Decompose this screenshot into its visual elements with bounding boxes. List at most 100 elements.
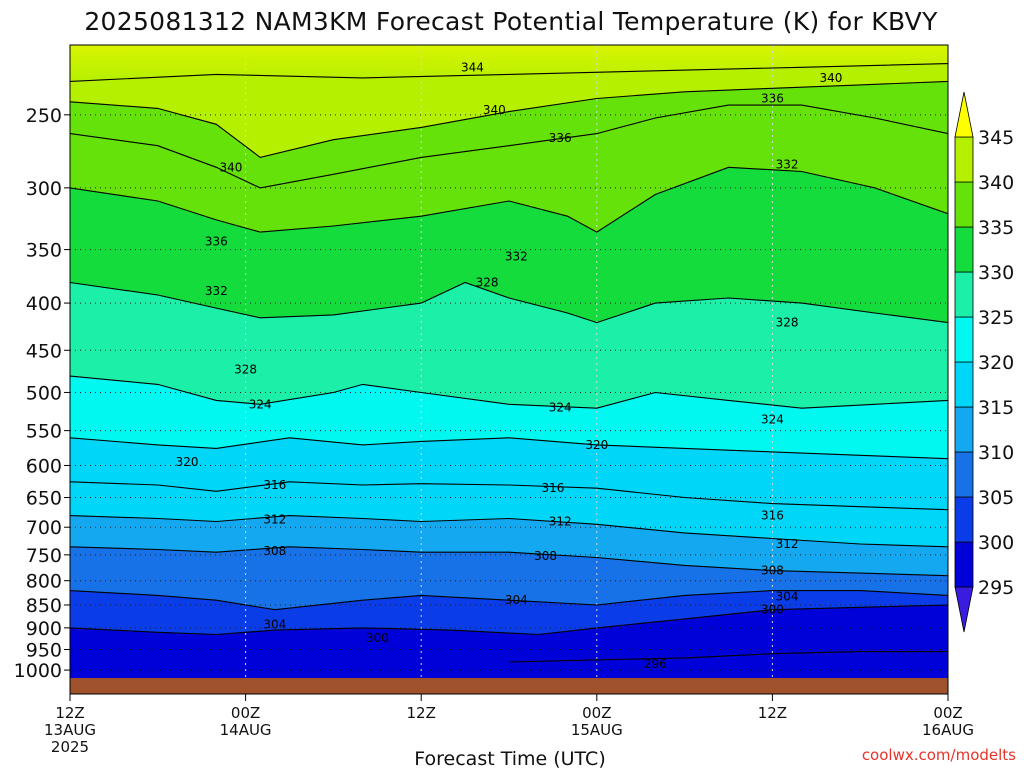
contour-label: 340 xyxy=(220,160,243,174)
contour-label: 320 xyxy=(585,438,608,452)
contour-label: 332 xyxy=(776,157,799,171)
contour-label: 328 xyxy=(476,276,499,290)
plot-frame xyxy=(69,44,949,695)
colorbar-bin xyxy=(954,316,974,363)
isentrope-316 xyxy=(70,481,948,511)
contour-label: 316 xyxy=(263,478,286,492)
colorbar-bin xyxy=(954,541,974,588)
x-tick-label: 13AUG xyxy=(44,721,96,739)
isentrope-320 xyxy=(70,437,948,460)
y-tick-label: 1000 xyxy=(14,660,62,682)
isentrope-344 xyxy=(70,63,948,82)
y-tick-label: 400 xyxy=(26,293,62,315)
y-tick-label: 800 xyxy=(26,571,62,593)
colorbar-tick-label: 335 xyxy=(978,217,1014,239)
contour-label: 296 xyxy=(644,657,667,671)
x-tick-label: 00Z xyxy=(231,704,260,722)
theta-fill-bands xyxy=(70,63,948,678)
contour-label: 336 xyxy=(761,91,784,105)
theta-band-304 xyxy=(70,590,948,635)
contour-label: 316 xyxy=(541,481,564,495)
y-tick-label: 900 xyxy=(26,618,62,640)
ground-strip xyxy=(70,678,948,694)
theta-band-312 xyxy=(70,515,948,576)
colorbar-tick-label: 320 xyxy=(978,352,1014,374)
theta-band-320 xyxy=(70,437,948,510)
contour-label: 340 xyxy=(819,71,842,85)
colorbar-tick-label: 305 xyxy=(978,487,1014,509)
contour-label: 324 xyxy=(249,397,272,411)
y-tick-label: 550 xyxy=(26,421,62,443)
x-tick-label: 14AUG xyxy=(220,721,272,739)
y-tick-label: 650 xyxy=(26,488,62,510)
contour-label: 328 xyxy=(234,362,257,376)
theta-band-328 xyxy=(70,282,948,409)
isentrope-304 xyxy=(70,590,948,611)
y-tick-label: 750 xyxy=(26,545,62,567)
x-tick-label: 12Z xyxy=(758,704,787,722)
y-axis: 2503003504004505005506006507007508008509… xyxy=(14,105,70,682)
colorbar-bin xyxy=(954,226,974,273)
y-tick-label: 850 xyxy=(26,595,62,617)
contour-label: 308 xyxy=(761,564,784,578)
contour-label: 312 xyxy=(263,513,286,527)
y-tick-label: 950 xyxy=(26,640,62,662)
colorbar-tick-label: 315 xyxy=(978,397,1014,419)
contour-labels: 344 340 336 340 336 332 340 336 332 328 332 328 328 3… xyxy=(176,60,843,671)
colorbar-tick-label: 330 xyxy=(978,262,1014,284)
colorbar-bin xyxy=(954,181,974,228)
isentrope-308 xyxy=(70,546,948,577)
x-tick-label: 12Z xyxy=(55,704,84,722)
theta-band-344 xyxy=(70,63,948,158)
y-tick-label: 250 xyxy=(26,105,62,127)
colorbar-bin xyxy=(954,451,974,498)
isentrope-296 xyxy=(508,651,948,663)
contour-label: 328 xyxy=(776,316,799,330)
isentrope-336 xyxy=(70,104,948,189)
x-tick-label: 00Z xyxy=(933,704,962,722)
colorbar-bin xyxy=(954,586,974,633)
isentropes xyxy=(70,63,948,663)
contour-label: 304 xyxy=(505,593,528,607)
theta-band-336 xyxy=(70,105,948,233)
contour-label: 316 xyxy=(761,509,784,523)
colorbar-bin xyxy=(954,136,974,183)
contour-label: 308 xyxy=(263,544,286,558)
contour-label: 304 xyxy=(263,618,286,632)
y-tick-label: 600 xyxy=(26,455,62,477)
colorbar-tick-label: 345 xyxy=(978,127,1014,149)
isentrope-332 xyxy=(70,166,948,233)
contour-label: 340 xyxy=(483,103,506,117)
x-tick-label: 15AUG xyxy=(571,721,623,739)
credit-text: coolwx.com/modelts xyxy=(862,746,1016,764)
y-tick-label: 350 xyxy=(26,240,62,262)
chart-title: 2025081312 NAM3KM Forecast Potential Tem… xyxy=(84,7,938,36)
contour-label: 320 xyxy=(176,455,199,469)
contour-label: 332 xyxy=(505,249,528,263)
x-tick-label: 00Z xyxy=(582,704,611,722)
theta-band-316 xyxy=(70,481,948,547)
contour-label: 304 xyxy=(776,589,799,603)
theta-band-324 xyxy=(70,376,948,459)
colorbar: 295 300 305 310 315 320 325 330 335 340 345 xyxy=(954,91,1014,633)
colorbar-bin xyxy=(954,91,974,138)
x-tick-label: 2025 xyxy=(51,738,89,756)
isentrope-300 xyxy=(70,604,948,636)
contour-label: 300 xyxy=(366,631,389,645)
contour-label: 324 xyxy=(761,413,784,427)
contour-label: 308 xyxy=(534,549,557,563)
contour-label: 312 xyxy=(549,514,572,528)
plot-area: 344 340 336 340 336 332 340 336 332 328 332 328 328 3… xyxy=(70,45,948,678)
contour-label: 336 xyxy=(549,131,572,145)
theta-band-296 xyxy=(509,651,948,678)
y-tick-label: 700 xyxy=(26,517,62,539)
isentrope-328 xyxy=(70,281,948,324)
y-tick-label: 300 xyxy=(26,178,62,200)
contour-label: 324 xyxy=(549,400,572,414)
colorbar-bin xyxy=(954,406,974,453)
x-tick-label: 16AUG xyxy=(922,721,974,739)
x-tick-label: 12Z xyxy=(407,704,436,722)
x-axis-label: Forecast Time (UTC) xyxy=(414,748,605,768)
